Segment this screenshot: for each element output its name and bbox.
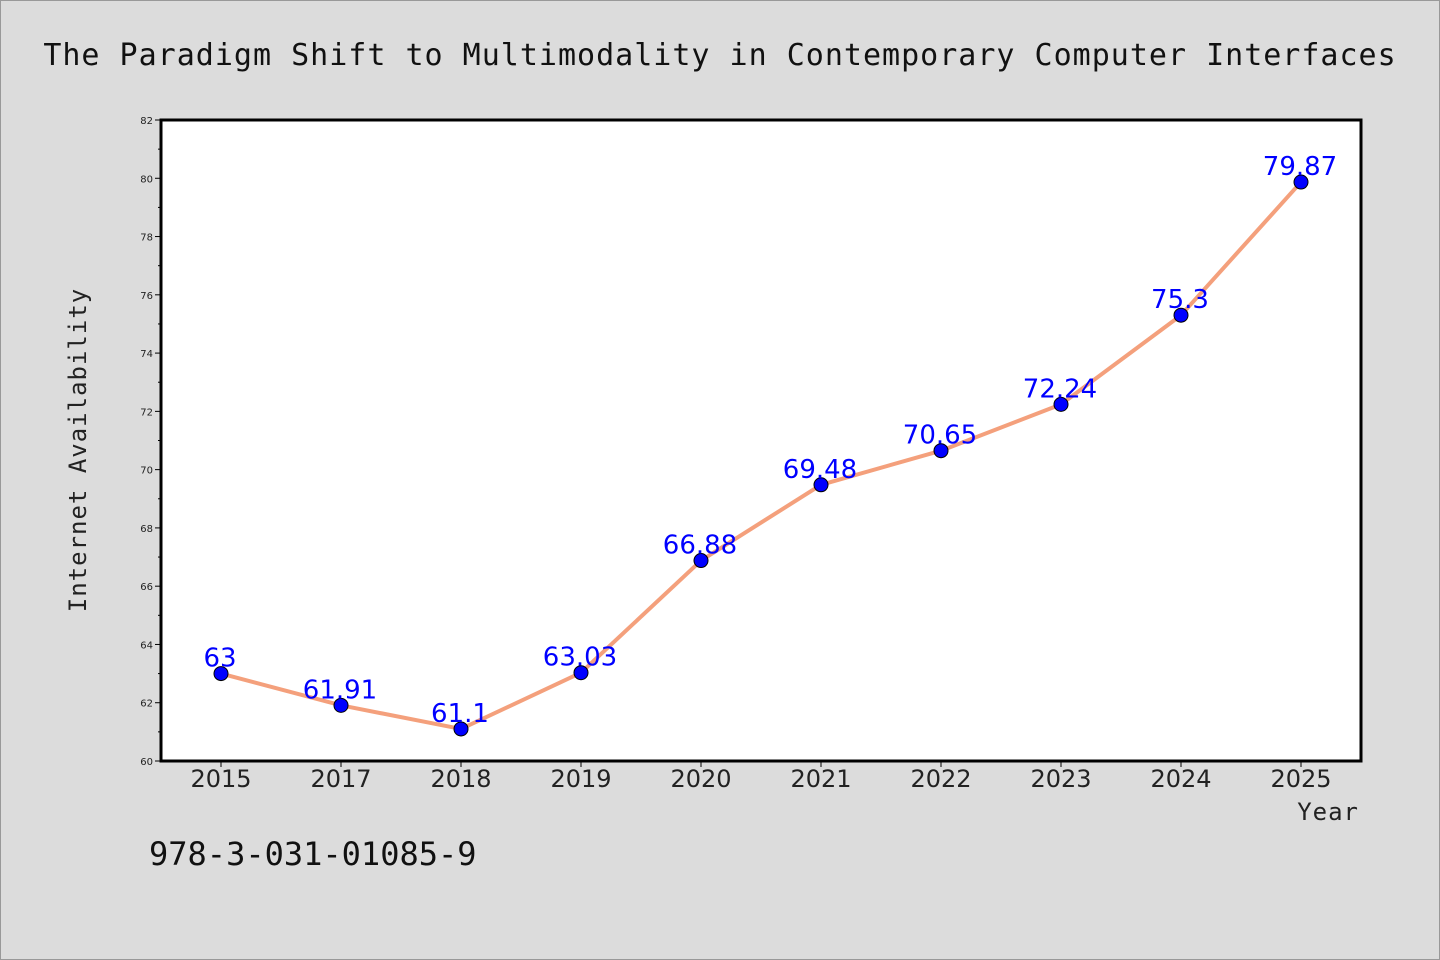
data-label: 61.1: [431, 699, 489, 729]
data-label: 66.88: [663, 531, 737, 561]
series-line: [219, 180, 1303, 731]
y-tick-label: 74: [140, 349, 153, 360]
y-tick-label: 62: [140, 699, 153, 710]
y-tick-label: 70: [140, 466, 153, 477]
y-tick-label: 80: [140, 174, 153, 185]
y-tick-label: 64: [140, 640, 153, 651]
data-label: 61.91: [303, 675, 377, 705]
data-point: [453, 721, 469, 737]
x-tick-label: 2025: [1270, 765, 1331, 793]
data-point: [573, 665, 589, 681]
data-point: [1053, 396, 1069, 412]
data-label: 63: [203, 644, 236, 674]
y-tick-label: 68: [140, 524, 153, 535]
data-point: [693, 553, 709, 569]
y-tick-label: 60: [140, 757, 153, 768]
data-point: [333, 697, 349, 713]
data-point: [1173, 307, 1189, 323]
data-label: 63.03: [543, 643, 617, 673]
y-tick-label: 78: [140, 233, 153, 244]
data-point: [1293, 174, 1309, 190]
x-tick-label: 2023: [1030, 765, 1091, 793]
x-tick-label: 2017: [310, 765, 371, 793]
x-axis: 2015 2017 2018 2019 2020 2021 2022 2023 2024 2025: [190, 761, 1332, 793]
y-tick-label: 76: [140, 291, 153, 302]
isbn-footnote: 978-3-031-01085-9: [149, 835, 477, 873]
y-axis: 60 62 64 66 68 70 72 74 76 78 80 82: [140, 116, 161, 768]
x-tick-label: 2018: [430, 765, 491, 793]
plot-area: [159, 118, 1363, 763]
x-tick-label: 2021: [790, 765, 851, 793]
x-tick-label: 2022: [910, 765, 971, 793]
data-point: [213, 666, 229, 682]
data-point: [813, 477, 829, 493]
x-tick-label: 2024: [1150, 765, 1211, 793]
x-tick-label: 2020: [670, 765, 731, 793]
y-axis-label: Internet Availability: [64, 288, 92, 612]
series-line-group: [213, 174, 1309, 737]
data-label: 69.48: [783, 455, 857, 485]
data-labels: 63 61.91 61.1 63.03 66.88 69.48 70.65 72.24 75.3…: [203, 152, 1337, 729]
y-tick-label: 82: [140, 116, 153, 127]
chart-title: The Paradigm Shift to Multimodality in C…: [43, 38, 1396, 73]
data-label: 79.87: [1263, 152, 1337, 182]
x-tick-label: 2019: [550, 765, 611, 793]
y-tick-label: 72: [140, 407, 153, 418]
data-point: [933, 443, 949, 459]
data-label: 75.3: [1151, 285, 1209, 315]
data-label: 72.24: [1023, 374, 1097, 404]
x-axis-label: Year: [1297, 798, 1359, 826]
x-tick-label: 2015: [190, 765, 251, 793]
data-label: 70.65: [903, 421, 977, 451]
y-tick-label: 66: [140, 582, 153, 593]
